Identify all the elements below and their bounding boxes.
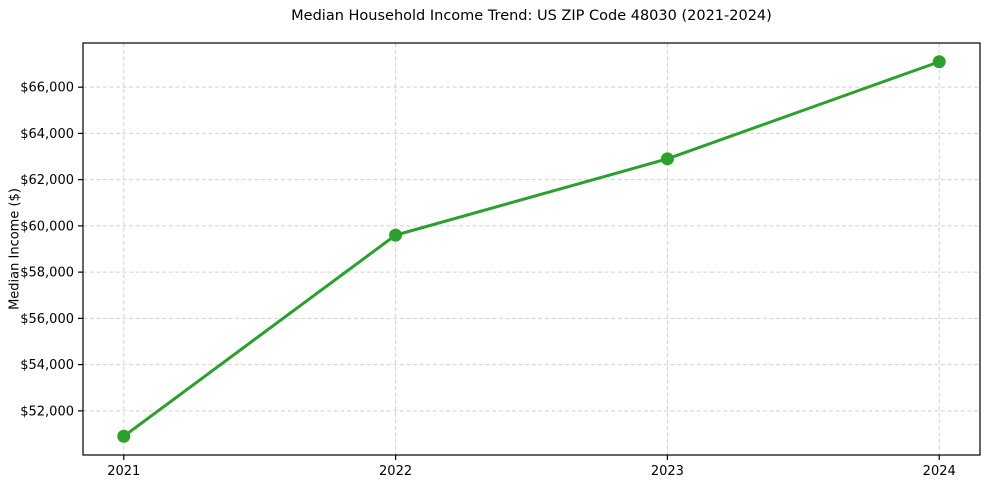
plot-border [82,42,981,456]
y-tick-label: $56,000 [20,312,74,327]
data-point-marker [932,55,946,69]
x-tick-label: 2024 [923,464,956,479]
y-tick-label: $58,000 [20,266,74,281]
y-tick-label: $52,000 [20,404,74,419]
trend-line [122,60,941,438]
y-tick-label: $60,000 [20,219,74,234]
y-tick-label: $64,000 [20,127,74,142]
y-tick-label: $62,000 [20,173,74,188]
data-point-marker [389,228,403,242]
data-point-marker [117,429,131,443]
data-point-marker [660,152,674,166]
y-tick-label: $54,000 [20,358,74,373]
x-tick-label: 2023 [651,464,684,479]
chart-title: Median Household Income Trend: US ZIP Co… [291,8,772,24]
x-tick-label: 2022 [379,464,412,479]
x-tick-label: 2021 [107,464,140,479]
y-tick-label: $66,000 [20,81,74,96]
